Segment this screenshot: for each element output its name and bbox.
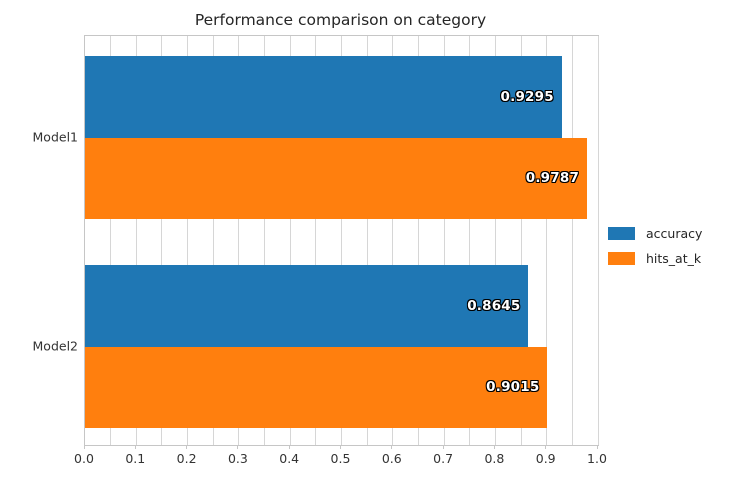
x-tick-mark [493,445,495,449]
legend-swatch-accuracy [608,227,635,240]
gridline [212,36,214,445]
gridline [571,36,573,445]
legend-label: hits_at_k [646,251,702,266]
chart-title: Performance comparison on category [194,11,487,29]
bar-value-label: 0.9295 [500,88,554,105]
gridline [469,36,471,445]
legend-label: accuracy [646,226,703,241]
bar-value-label: 0.8645 [467,297,521,314]
gridline [187,36,189,445]
x-tick-label: 0.7 [433,451,454,466]
x-tick-label: 0.6 [381,451,402,466]
x-tick-label: 0.2 [176,451,197,466]
x-tick-mark [237,445,239,449]
x-tick-mark [596,445,598,449]
x-tick-label: 0.0 [74,451,94,466]
x-tick-label: 0.4 [279,451,300,466]
x-tick-label: 0.5 [330,451,351,466]
bar-model1-hits_at_k: 0.9787 [85,137,588,219]
gridline [417,36,419,445]
legend-item-hits_at_k: hits_at_k [608,246,702,271]
gridline [110,36,112,445]
bar-model2-hits_at_k: 0.9015 [85,346,548,428]
legend-swatch-hits_at_k [608,252,635,265]
x-tick-mark [83,445,85,449]
x-tick-label: 0.1 [125,451,146,466]
plot-area: 0.9295 0.9787 0.8645 0.9015 [84,35,599,446]
x-tick-mark [340,445,341,449]
y-tick-label-model1: Model1 [32,129,78,144]
x-tick-label: 1.0 [587,451,607,466]
x-tick-mark [288,445,290,449]
legend: accuracy hits_at_k [608,221,702,271]
x-tick-mark [391,445,393,449]
gridline [264,36,266,445]
x-tick-label: 0.8 [484,451,505,466]
legend-item-accuracy: accuracy [608,221,702,246]
bar-value-label: 0.9015 [486,379,540,396]
gridline [341,36,342,445]
bar-model2-accuracy: 0.8645 [85,265,529,347]
x-tick-mark [134,445,136,449]
gridline [366,36,368,445]
gridline [315,36,317,445]
x-tick-mark [545,445,547,449]
x-tick-label: 0.3 [227,451,248,466]
gridline [161,36,163,445]
bar-value-label: 0.9787 [525,170,580,187]
gridline [546,36,548,445]
gridline [392,36,394,445]
x-tick-mark [186,445,188,449]
gridline [494,36,496,445]
gridline [135,36,137,445]
gridline [289,36,291,445]
gridline [443,36,445,445]
x-tick-label: 0.9 [535,451,556,466]
x-tick-mark [442,445,444,449]
bar-model1-accuracy: 0.9295 [85,56,562,138]
y-tick-label-model2: Model2 [32,338,78,353]
gridline [238,36,240,445]
gridline [520,36,522,445]
gridline [597,36,599,445]
